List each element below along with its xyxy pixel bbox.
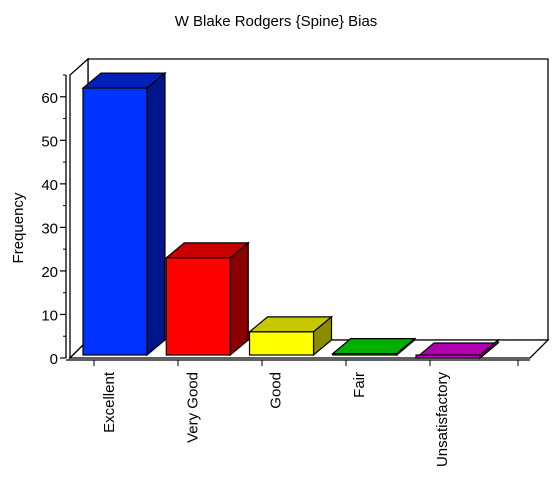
bar-very-good <box>164 241 250 357</box>
bar-excellent <box>81 71 167 357</box>
chart-title: W Blake Rodgers {Spine} Bias <box>175 13 378 30</box>
y-tick-label: 60 <box>41 90 58 107</box>
y-tick-label: 30 <box>41 220 58 237</box>
bar-unsatisfactory <box>414 338 500 360</box>
bar-front <box>248 331 315 356</box>
x-tick-label: Unsatisfactory <box>434 372 451 468</box>
bar-front <box>82 87 148 356</box>
x-tick-label: Good <box>268 372 285 409</box>
y-tick-label: 20 <box>41 264 58 281</box>
x-tick-label: Fair <box>351 372 368 398</box>
bar-side <box>146 71 166 357</box>
bar-front <box>415 354 481 359</box>
y-tick-label: 50 <box>41 133 58 150</box>
y-axis: 0 10 20 30 40 50 60 <box>41 74 530 368</box>
bar-side <box>229 241 249 357</box>
bar-front <box>165 257 231 356</box>
bar-front <box>332 353 398 356</box>
y-tick-label: 40 <box>41 177 58 194</box>
x-tick-label: Very Good <box>184 372 201 443</box>
bar-fair <box>331 337 417 357</box>
x-tick-label: Excellent <box>101 371 118 433</box>
bars <box>81 71 500 360</box>
x-axis-labels: Excellent Very Good Good Fair Unsatisfactory <box>93 360 519 468</box>
bar-good <box>247 315 334 357</box>
y-tick-label: 0 <box>50 351 58 368</box>
y-tick-label: 10 <box>41 307 58 324</box>
y-axis-label: Frequency <box>10 192 27 263</box>
